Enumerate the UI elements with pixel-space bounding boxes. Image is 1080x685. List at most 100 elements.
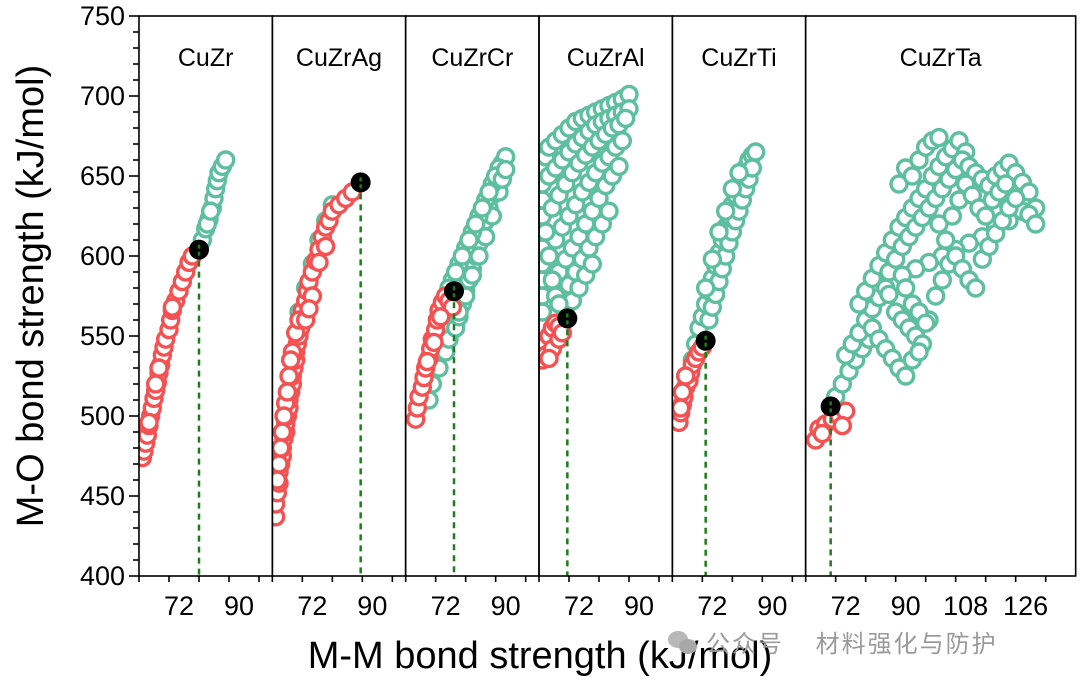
point-below (272, 422, 293, 442)
point-above (975, 206, 996, 226)
threshold-marker (444, 281, 464, 302)
point-above (459, 230, 479, 250)
watermark-name: 材料强化与防护 (815, 630, 998, 658)
y-tick-label: 600 (80, 241, 125, 271)
y-tick-label: 700 (80, 81, 125, 111)
point-below (812, 423, 833, 444)
point-above (200, 201, 221, 221)
panel-CuZrTi (672, 142, 766, 576)
point-above (472, 198, 493, 218)
y-tick-label: 750 (80, 1, 125, 31)
point-above (539, 246, 559, 266)
point-below (832, 415, 853, 436)
x-tick-label: 126 (1003, 591, 1048, 621)
threshold-marker (189, 239, 209, 260)
point-below (309, 252, 329, 273)
point-above (702, 249, 723, 269)
panel-frame (671, 15, 807, 577)
panel-CuZrCr (405, 147, 516, 576)
point-above (215, 150, 236, 170)
point-above (465, 214, 486, 234)
point-above (452, 246, 473, 266)
point-above (729, 163, 749, 183)
panel-title: CuZrTa (900, 44, 982, 72)
point-above (895, 366, 916, 386)
watermark: 公众号 材料强化与防护 (668, 624, 998, 659)
point-above (615, 108, 636, 129)
x-tick-label: 72 (297, 591, 327, 621)
point-below (149, 358, 169, 378)
panel-title: CuZr (178, 44, 234, 72)
panel-frame (804, 15, 1077, 577)
point-below (280, 350, 301, 370)
y-tick-label: 650 (80, 161, 125, 191)
watermark-label: 公众号 (706, 630, 784, 658)
point-above (722, 179, 743, 199)
point-below (315, 236, 336, 257)
point-above (445, 262, 466, 282)
point-below (145, 374, 166, 394)
threshold-marker (350, 172, 371, 193)
x-tick-label: 90 (491, 591, 521, 621)
panel-CuZrAl (539, 84, 639, 576)
point-above (542, 270, 563, 290)
point-below (274, 406, 294, 426)
x-tick-label: 72 (831, 591, 861, 621)
x-tick-label: 72 (431, 591, 461, 621)
point-above (879, 284, 899, 305)
x-tick-label: 90 (757, 591, 787, 621)
point-above (932, 270, 953, 290)
panel-CuZr (139, 150, 236, 576)
point-above (715, 201, 736, 221)
x-tick-label: 90 (891, 591, 921, 621)
point-above (582, 254, 603, 274)
point-above (695, 278, 716, 298)
point-above (902, 166, 923, 186)
threshold-marker (557, 308, 578, 329)
point-above (929, 127, 949, 148)
panel-title: CuZrCr (431, 44, 513, 72)
point-above (479, 182, 499, 202)
point-above (915, 313, 936, 333)
panel-CuZrAg (272, 172, 371, 576)
point-below (272, 438, 291, 458)
y-tick-label: 400 (80, 561, 125, 591)
panel-title: CuZrAg (296, 44, 382, 72)
point-above (599, 201, 619, 221)
point-above (1025, 214, 1046, 234)
y-tick-label: 550 (80, 321, 125, 351)
point-above (612, 131, 633, 151)
point-above (895, 278, 916, 298)
x-tick-label: 72 (164, 591, 194, 621)
point-above (539, 222, 556, 242)
point-above (909, 342, 929, 362)
panel-frame (138, 15, 274, 577)
x-tick-label: 108 (943, 591, 988, 621)
point-above (1005, 188, 1026, 209)
threshold-marker (695, 330, 716, 351)
y-tick-label: 500 (80, 401, 125, 431)
point-above (965, 278, 986, 298)
point-below (139, 412, 159, 433)
point-above (925, 286, 946, 306)
panel-CuZrTa (805, 127, 1046, 576)
threshold-marker (820, 396, 841, 417)
point-above (935, 230, 956, 250)
x-tick-label: 90 (357, 591, 387, 621)
point-above (495, 159, 516, 180)
point-below (424, 332, 444, 353)
point-below (272, 454, 289, 474)
point-above (942, 206, 963, 226)
x-tick-label: 90 (224, 591, 254, 621)
point-below (672, 398, 691, 418)
panel-title: CuZrAl (567, 44, 645, 72)
point-below (279, 366, 299, 386)
point-above (549, 294, 569, 314)
x-tick-label: 72 (564, 591, 594, 621)
x-tick-label: 72 (697, 591, 727, 621)
panel-frame (271, 15, 407, 577)
panel-title: CuZrTi (701, 44, 776, 72)
point-above (745, 142, 766, 162)
point-below (277, 382, 298, 402)
